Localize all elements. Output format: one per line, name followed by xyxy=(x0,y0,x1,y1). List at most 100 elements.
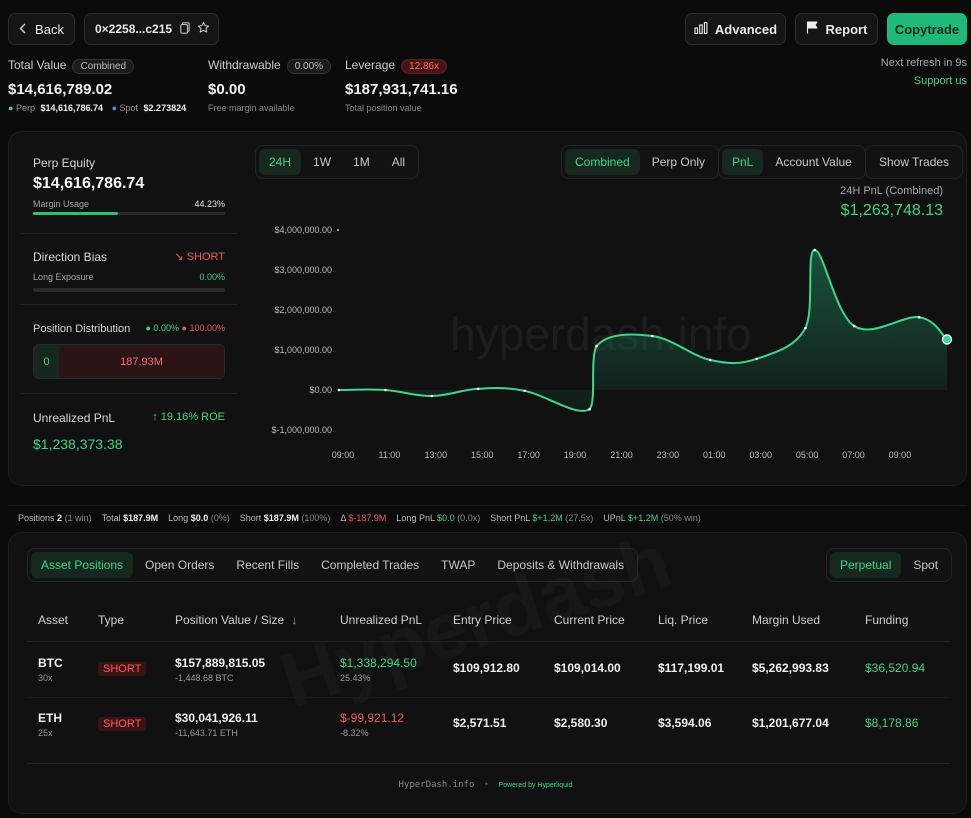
footer-site[interactable]: HyperDash.info xyxy=(398,780,475,790)
market-tabs[interactable]: Perpetual Spot xyxy=(826,548,953,582)
pnl-area xyxy=(339,249,947,411)
stat-shortpnl-sub: (27.5x) xyxy=(565,513,594,523)
row-divider xyxy=(27,697,950,698)
column-header-unrealized-pnl: Unrealized PnL xyxy=(340,613,422,627)
mode-perp-only[interactable]: Perp Only xyxy=(651,155,706,169)
pnl-point xyxy=(476,387,480,391)
market-spot[interactable]: Spot xyxy=(913,558,939,572)
range-selector[interactable]: 24H 1W 1M All xyxy=(255,145,420,179)
footer-powered[interactable]: Powered by Hyperliquid xyxy=(498,782,573,789)
copytrade-label: Copytrade xyxy=(894,21,960,37)
unrealized-pnl-section: Unrealized PnL ↑ 19.16% ROE $1,238,373.3… xyxy=(33,411,225,452)
asset-symbol[interactable]: BTC xyxy=(38,656,63,670)
x-tick-label: 09:00 xyxy=(889,450,912,460)
show-trades-label[interactable]: Show Trades xyxy=(879,155,950,169)
funding: $36,520.94 xyxy=(865,661,926,675)
mode-combined[interactable]: Combined xyxy=(565,149,640,175)
dist-long-pct: 0.00% xyxy=(153,323,179,333)
stat-upnl-label: UPnL xyxy=(603,513,626,523)
column-header-funding: Funding xyxy=(865,613,908,627)
long-exposure-value: 0.00% xyxy=(199,272,225,282)
star-icon[interactable] xyxy=(197,21,210,37)
spot-dot-icon: ● xyxy=(111,103,117,113)
leverage-block: Leverage 12.86x $187,931,741.16 Total pos… xyxy=(345,58,458,113)
metric-selector[interactable]: PnL Account Value xyxy=(718,145,866,179)
pnl-point xyxy=(595,344,598,348)
position-value: $157,889,815.05 xyxy=(175,656,266,670)
address-chip[interactable]: 0×2258...c215 xyxy=(84,13,219,45)
metric-pnl[interactable]: PnL xyxy=(722,149,764,175)
funding: $8,178.86 xyxy=(865,716,919,730)
report-button[interactable]: Report xyxy=(795,13,878,45)
type-badge: SHORT xyxy=(98,662,147,676)
pnl-point xyxy=(755,357,759,361)
support-link[interactable]: Support us xyxy=(913,75,967,87)
margin-usage-bar xyxy=(33,212,225,215)
range-1m[interactable]: 1M xyxy=(353,155,370,169)
column-header-current-price: Current Price xyxy=(554,613,625,627)
sort-down-icon[interactable]: ↓ xyxy=(288,613,298,627)
y-tick-label: $4,000,000.00 xyxy=(274,225,332,235)
back-button[interactable]: Back xyxy=(8,13,75,45)
column-header-label: Margin Used xyxy=(752,613,821,627)
pnl-point xyxy=(337,388,341,392)
refresh-text: Next refresh in 9s xyxy=(880,57,967,69)
asset-symbol[interactable]: ETH xyxy=(38,711,62,725)
range-24h[interactable]: 24H xyxy=(259,149,302,175)
position-distribution-section: Position Distribution ● 0.00% ● 100.00% … xyxy=(33,323,225,379)
column-header-position-value-size[interactable]: Position Value / Size ↓ xyxy=(175,613,298,627)
show-trades-button[interactable]: Show Trades xyxy=(865,145,964,179)
pnl-point xyxy=(384,388,387,392)
pnl-point xyxy=(852,324,856,328)
roe-text: 19.16% ROE xyxy=(160,411,225,423)
stat-total-value: $187.9M xyxy=(123,513,159,523)
position-size: -11,643.71 ETH xyxy=(175,728,238,738)
stat-longpnl-label: Long PnL xyxy=(396,513,435,523)
copytrade-button[interactable]: Copytrade xyxy=(887,13,967,45)
y-tick-label: $0.00 xyxy=(309,385,332,395)
positions-tabs[interactable]: Asset Positions Open Orders Recent Fills Co… xyxy=(27,548,639,582)
x-tick-label: 07:00 xyxy=(842,450,865,460)
position-size: -1,448.68 BTC xyxy=(175,673,234,683)
column-header-label: Current Price xyxy=(554,613,625,627)
perp-equity-section: Perp Equity $14,616,786.74 Margin Usage … xyxy=(33,156,225,215)
metric-account-value[interactable]: Account Value xyxy=(775,155,852,169)
x-tick-label: 23:00 xyxy=(657,450,680,460)
tab-deposits-withdrawals[interactable]: Deposits & Withdrawals xyxy=(497,558,625,572)
unrealized-pnl-value: $1,238,373.38 xyxy=(33,436,123,452)
footer-dot: • xyxy=(484,779,489,789)
tab-recent-fills[interactable]: Recent Fills xyxy=(236,558,300,572)
long-exposure-label: Long Exposure xyxy=(33,272,94,282)
column-header-liq-price: Liq. Price xyxy=(658,613,708,627)
chevron-left-icon xyxy=(19,22,26,37)
range-all[interactable]: All xyxy=(391,155,406,169)
asset-leverage: 30x xyxy=(38,673,53,683)
copy-icon[interactable] xyxy=(180,21,190,37)
pnl-point xyxy=(588,407,591,411)
spot-value: $2.273824 xyxy=(143,103,187,113)
stats-bar: Positions 2 (1 win) Total $187.9M Long $… xyxy=(18,513,701,523)
tab-twap[interactable]: TWAP xyxy=(441,558,476,572)
tab-open-orders[interactable]: Open Orders xyxy=(145,558,215,572)
tab-completed-trades[interactable]: Completed Trades xyxy=(321,558,420,572)
address-text: 0×2258...c215 xyxy=(95,22,173,36)
mode-selector[interactable]: Combined Perp Only xyxy=(561,145,720,179)
column-header-label: Position Value / Size xyxy=(175,613,285,627)
spot-label: Spot xyxy=(119,103,139,113)
table-header-divider xyxy=(27,641,950,642)
x-tick-label: 15:00 xyxy=(471,450,494,460)
pnl-caption: 24H PnL (Combined) xyxy=(840,185,943,197)
advanced-button[interactable]: Advanced xyxy=(685,13,786,45)
tab-asset-positions[interactable]: Asset Positions xyxy=(31,552,134,578)
column-header-type: Type xyxy=(98,613,124,627)
table-bottom-divider xyxy=(27,763,950,764)
position-value: $30,041,926.11 xyxy=(175,711,258,725)
position-distribution-label: Position Distribution xyxy=(33,323,131,335)
market-perpetual[interactable]: Perpetual xyxy=(830,552,902,578)
flag-icon xyxy=(806,21,819,37)
unrealized-pnl-pct: 25.43% xyxy=(340,673,371,683)
stat-upnl-sub: (50% win) xyxy=(660,513,701,523)
perp-dot-icon: ● xyxy=(8,103,14,113)
divider xyxy=(20,304,237,305)
range-1w[interactable]: 1W xyxy=(313,155,332,169)
